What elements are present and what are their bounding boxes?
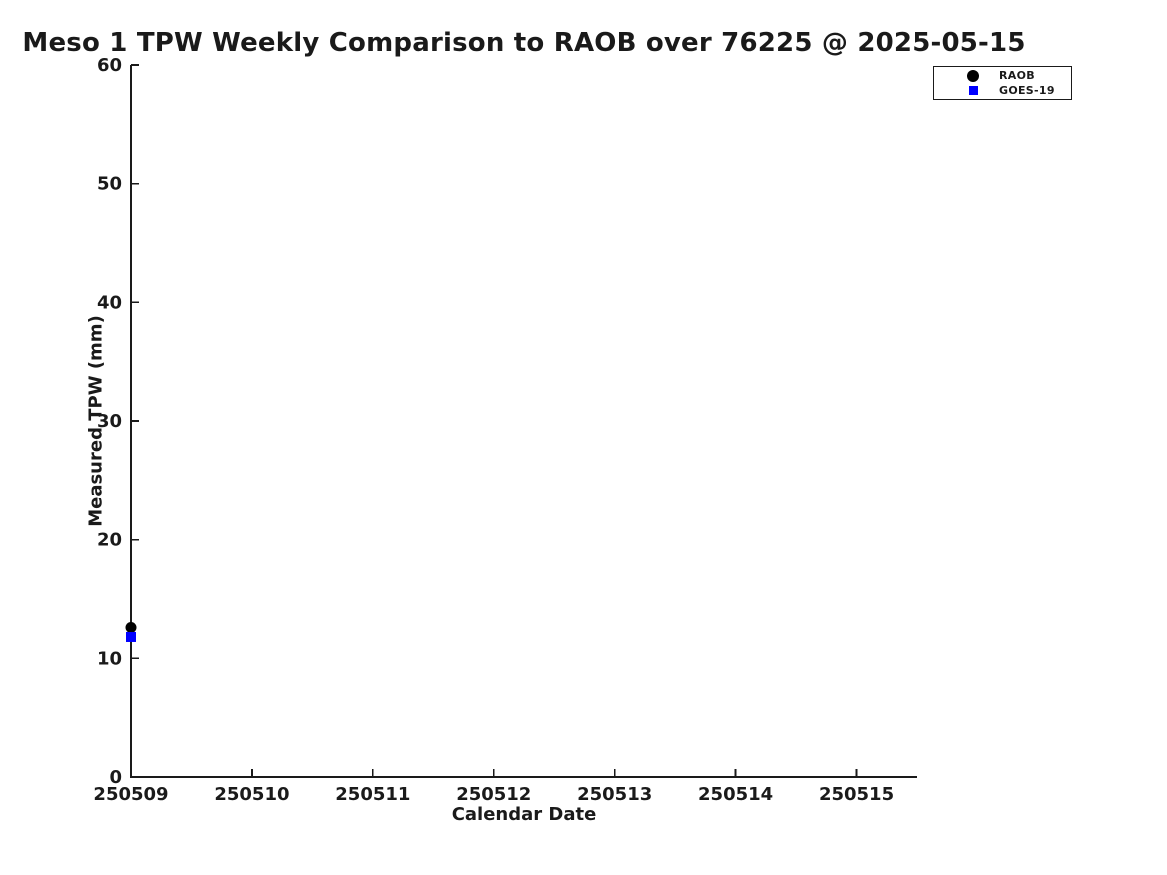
x-tick-label: 250512	[456, 784, 531, 805]
legend-label-raob: RAOB	[999, 69, 1035, 82]
x-tick-label: 250509	[93, 784, 168, 805]
goes-19-square-marker-icon	[968, 86, 978, 95]
data-point-raob	[125, 621, 137, 633]
y-tick-label: 30	[97, 411, 122, 432]
y-tick-label: 40	[97, 292, 122, 313]
legend-marker-cell	[934, 69, 999, 82]
data-point-goes-19	[126, 631, 136, 642]
raob-circle-marker-icon	[967, 69, 979, 82]
y-tick-label: 60	[97, 55, 122, 76]
x-tick-label: 250514	[698, 784, 773, 805]
legend-label-goes-19: GOES-19	[999, 84, 1055, 97]
y-tick-label: 10	[97, 648, 122, 669]
legend-marker-cell	[934, 86, 999, 95]
legend-item-goes-19: GOES-19	[934, 84, 1071, 98]
y-tick-label: 50	[97, 174, 122, 195]
x-tick-label: 250510	[214, 784, 289, 805]
chart-title: Meso 1 TPW Weekly Comparison to RAOB ove…	[22, 28, 1026, 58]
legend: RAOB GOES-19	[933, 66, 1072, 100]
x-tick-label: 250513	[577, 784, 652, 805]
y-tick-label: 20	[97, 530, 122, 551]
x-tick-label: 250515	[819, 784, 894, 805]
x-tick-label: 250511	[335, 784, 410, 805]
y-tick-label: 0	[109, 767, 122, 788]
x-axis-label: Calendar Date	[451, 804, 597, 825]
legend-item-raob: RAOB	[934, 69, 1071, 83]
